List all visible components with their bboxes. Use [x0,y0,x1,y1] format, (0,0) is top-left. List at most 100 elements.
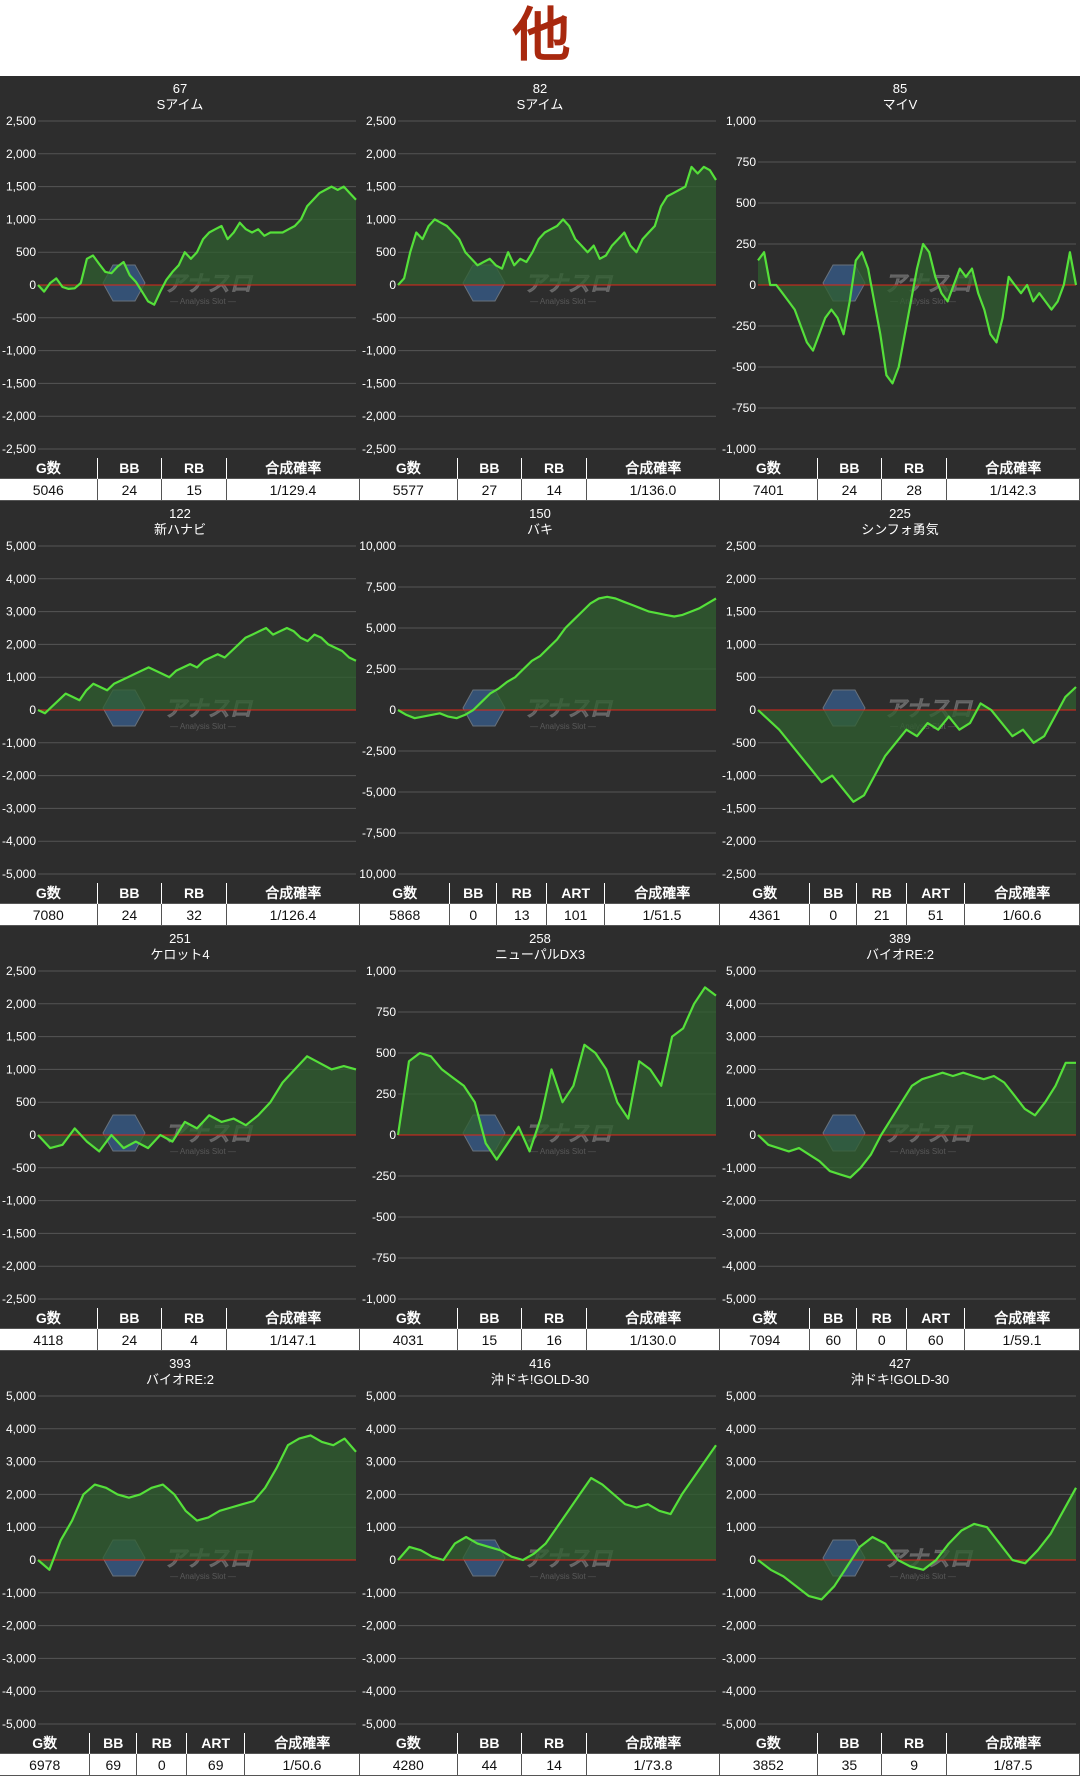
y-tick-label: -1,000 [2,1194,36,1208]
y-tick-label: 1,000 [366,1520,396,1534]
area-fill [398,596,716,719]
stats-header: ART [186,1733,245,1754]
stats-header: G数 [0,1308,98,1329]
y-tick-label: -3,000 [2,801,36,815]
y-tick-label: 3,000 [366,1455,396,1469]
stats-value: 21 [856,903,908,926]
machine-panel: 258 ニューパルDX3 1,000 750 500 250 0 -250 -500 -750 -1… [360,926,721,1351]
stats-header: BB [449,883,497,904]
area-fill [758,1062,1076,1178]
series-line [397,165,717,286]
y-tick-label: 500 [376,1046,396,1060]
stats-value: 1/73.8 [585,1753,721,1776]
y-tick-label: -5,000 [2,1717,36,1731]
y-tick-label: 500 [376,245,396,259]
machine-panel: 427 沖ドキ!GOLD-30 5,000 4,000 3,000 2,000 1,000 0… [720,1351,1081,1776]
stats-header: RB [521,1308,587,1329]
stats-value: 32 [161,903,227,926]
stats-table: G数 BB RB ART 合成確率 5868 0 13 101 1/51.5 [360,883,721,926]
stats-table: G数 BB RB ART 合成確率 4361 0 21 51 1/60.6 [720,883,1081,926]
page-title: 他 [512,1,571,69]
area-fill [38,1056,356,1152]
stats-value: 1/50.6 [243,1753,361,1776]
stats-header: RB [856,883,907,904]
y-tick-label: 0 [749,1128,756,1142]
area-fill [38,628,356,714]
y-tick-label: 2,000 [6,637,36,651]
y-tick-label: 0 [389,703,396,717]
y-tick-label: 2,000 [726,1062,756,1076]
y-tick-label: -4,000 [2,834,36,848]
watermark-sub: — Analysis Slot — [170,297,236,306]
y-tick-label: -4,000 [2,1684,36,1698]
watermark-sub: — Analysis Slot — [890,1572,956,1581]
machine-panel: 416 沖ドキ!GOLD-30 5,000 4,000 3,000 2,000 1,000 0… [360,1351,721,1776]
y-tick-label: 500 [736,196,756,210]
machine-panel: 82 Sアイム 2,500 2,000 1,500 1,000 500 0 -500 -1,000… [360,76,721,501]
series-line [757,686,1077,803]
y-tick-label: 2,500 [366,662,396,676]
y-tick-label: 4,000 [366,1422,396,1436]
stats-value: 15 [161,478,227,501]
stats-header: BB [96,883,162,904]
y-tick-label: 1,000 [726,637,756,651]
slump-chart: 85マイV1,0007505002500-250-500-750-1,000アナ… [720,76,1080,458]
stats-value: 1/126.4 [225,903,361,926]
y-tick-label: 2,000 [366,147,396,161]
y-tick-label: -1,000 [722,442,756,456]
stats-header: BB [809,1308,857,1329]
y-tick-label: 1,000 [6,1062,36,1076]
y-tick-label: -1,000 [2,344,36,358]
stats-header: 合成確率 [225,883,360,904]
y-tick-label: -2,000 [722,1194,756,1208]
y-tick-label: 2,000 [6,997,36,1011]
y-tick-label: 2,000 [726,1487,756,1501]
series-line [757,1487,1077,1601]
y-tick-label: 1,500 [6,180,36,194]
y-tick-label: 1,000 [726,1520,756,1534]
y-tick-label: 2,000 [726,572,756,586]
y-tick-label: 0 [749,278,756,292]
stats-table: G数 BB RB 合成確率 5046 24 15 1/129.4 [0,458,361,501]
machine-name: Sアイム [517,97,564,112]
machine-number: 416 [529,1356,551,1371]
stats-header: RB [161,458,227,479]
machine-name: Sアイム [157,97,204,112]
stats-value: 5577 [360,478,458,501]
watermark-sub: — Analysis Slot — [890,1147,956,1156]
y-tick-label: -1,000 [722,769,756,783]
y-tick-label: -2,500 [2,1292,36,1306]
y-tick-label: -2,500 [722,867,756,881]
area-fill [398,1445,716,1560]
y-tick-label: 0 [389,278,396,292]
y-tick-label: -750 [372,1251,396,1265]
y-tick-label: 500 [16,1095,36,1109]
y-tick-label: 3,000 [726,1455,756,1469]
y-tick-label: 2,500 [726,539,756,553]
stats-table: G数 BB RB 合成確率 4118 24 4 1/147.1 [0,1308,361,1351]
y-tick-label: -1,000 [362,1292,396,1306]
watermark-sub: — Analysis Slot — [530,297,596,306]
stats-header: RB [521,458,587,479]
watermark-sub: — Analysis Slot — [170,1147,236,1156]
machine-name: マイV [883,97,918,112]
y-tick-label: 2,000 [366,1487,396,1501]
stats-value: 9 [881,1753,947,1776]
stats-header: G数 [720,458,818,479]
y-tick-label: -2,500 [362,442,396,456]
y-tick-label: -3,000 [722,1226,756,1240]
stats-header: BB [816,458,882,479]
stats-header: G数 [360,883,450,904]
y-tick-label: 1,000 [366,212,396,226]
stats-header: G数 [0,458,98,479]
y-tick-label: 5,000 [6,1389,36,1403]
y-tick-label: -1,000 [722,1586,756,1600]
stats-value: 15 [456,1328,523,1351]
machine-panel: 251 ケロット4 2,500 2,000 1,500 1,000 500 0 -500 -1,0… [0,926,361,1351]
y-tick-label: -2,500 [2,442,36,456]
stats-value: 1/60.6 [963,903,1081,926]
